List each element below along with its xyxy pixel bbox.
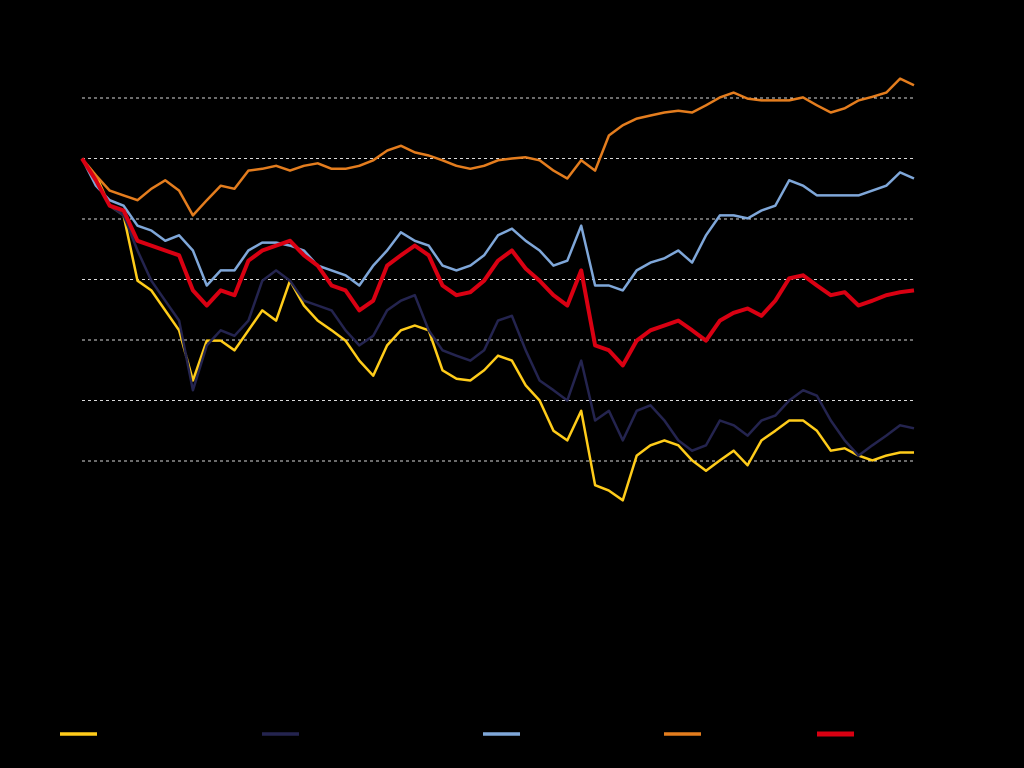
series-line <box>81 77 915 217</box>
series-line <box>80 157 915 292</box>
series-line <box>80 157 915 457</box>
series-line <box>80 157 915 368</box>
series-line <box>81 157 914 502</box>
